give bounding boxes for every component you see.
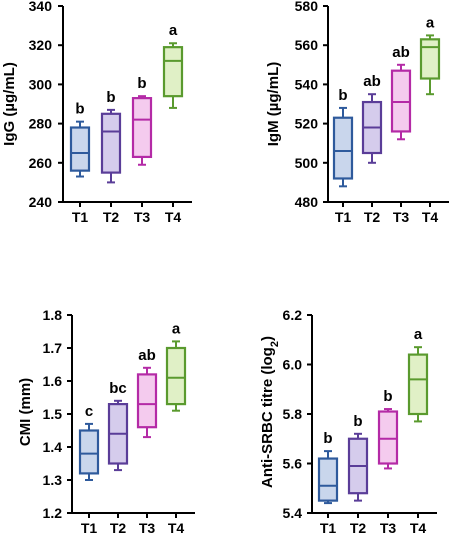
box-t2: ab [361,73,383,164]
x-tick-label: T2 [350,520,367,536]
x-tick-label: T3 [139,520,156,536]
y-tick-label: 500 [295,155,319,171]
box-t1: c [78,403,100,481]
y-tick-label: 560 [295,37,319,53]
significance-letter: b [338,87,347,104]
box-t4: a [165,320,187,412]
y-tick-label: 5.6 [283,456,303,472]
significance-letter: ab [138,347,156,364]
box-t1: b [332,87,354,188]
box-t4: a [419,14,441,96]
significance-letter: b [383,388,392,405]
y-tick-label: 1.4 [43,439,63,455]
y-axis-label: Anti-SRBC titre (log2) [259,336,281,488]
significance-letter: a [169,22,178,39]
x-tick-label: T2 [364,209,381,225]
y-axis-label: IgM (µg/mL) [265,62,282,146]
significance-letter: b [106,89,115,106]
y-tick-label: 280 [29,116,53,132]
significance-letter: b [323,430,332,447]
panel-igm: 480 500 520 540 560 580 IgM (µg/mL) b T1 ab T2 ab T3… [265,0,449,225]
y-axis-label: CMI (mm) [17,378,34,446]
x-tick-label: T4 [168,520,185,536]
x-tick-label: T4 [422,209,439,225]
y-tick-label: 240 [29,194,53,210]
y-tick-label: 580 [295,0,319,14]
box-t3: b [377,388,399,470]
box-iqr [69,126,91,172]
significance-letter: a [172,320,181,337]
x-tick-label: T1 [335,209,352,225]
x-tick-label: T1 [320,520,337,536]
box-iqr [407,353,429,416]
y-axis-label: IgG (µg/mL) [1,62,18,146]
box-t2: b [347,413,369,502]
y-tick-label: 1.6 [43,373,63,389]
y-tick-label: 300 [29,76,53,92]
x-tick-label: T3 [393,209,410,225]
y-tick-label: 520 [295,116,319,132]
box-iqr [100,112,122,174]
box-iqr [136,373,158,429]
significance-letter: c [85,403,93,420]
x-tick-label: T3 [134,209,151,225]
x-tick-label: T3 [380,520,397,536]
box-iqr [332,116,354,180]
box-t3: ab [136,347,158,439]
y-tick-label: 1.7 [43,340,63,356]
y-tick-label: 540 [295,76,319,92]
x-tick-label: T4 [165,209,182,225]
box-iqr [78,429,100,475]
y-axis-label-subscript: 2 [269,341,281,347]
significance-letter: b [353,413,362,430]
y-tick-label: 340 [29,0,53,14]
y-tick-label: 1.2 [43,505,63,521]
panel-cmi: 1.2 1.3 1.4 1.5 1.6 1.7 1.8 CMI (mm) c T1 bc T2 ab T3… [17,307,195,536]
y-axis-label-end: ) [259,336,276,341]
x-tick-label: T2 [103,209,120,225]
box-t4: a [407,326,429,423]
box-iqr [162,46,184,98]
y-tick-label: 6.0 [283,357,303,373]
box-t3: ab [390,44,412,141]
significance-letter: b [137,75,146,92]
box-t1: b [69,101,91,178]
significance-letter: bc [109,380,127,397]
significance-letter: b [75,101,84,118]
x-tick-label: T4 [410,520,427,536]
y-tick-label: 5.8 [283,406,303,422]
y-tick-label: 260 [29,155,53,171]
x-tick-label: T2 [110,520,127,536]
y-tick-label: 1.8 [43,307,63,323]
y-tick-label: 5.4 [283,505,303,521]
y-tick-label: 1.3 [43,472,63,488]
x-tick-label: T1 [72,209,89,225]
y-tick-label: 6.2 [283,307,303,323]
box-t2: b [100,89,122,184]
box-iqr [377,410,399,465]
box-t3: b [131,75,153,166]
box-iqr [317,457,339,502]
y-tick-label: 480 [295,194,319,210]
significance-letter: a [426,14,435,31]
significance-letter: a [414,326,423,343]
box-t4: a [162,22,184,109]
y-tick-label: 1.5 [43,406,63,422]
box-iqr [131,97,153,159]
box-t1: b [317,430,339,505]
y-tick-label: 320 [29,37,53,53]
panel-igg: 240 260 280 300 320 340 IgG (µg/mL) b T1 b T2 b T3 a T… [1,0,192,225]
box-iqr [419,38,441,80]
x-tick-label: T1 [81,520,98,536]
box-t2: bc [107,380,129,472]
significance-letter: ab [392,44,410,61]
significance-letter: ab [363,73,381,90]
box-iqr [165,346,187,406]
